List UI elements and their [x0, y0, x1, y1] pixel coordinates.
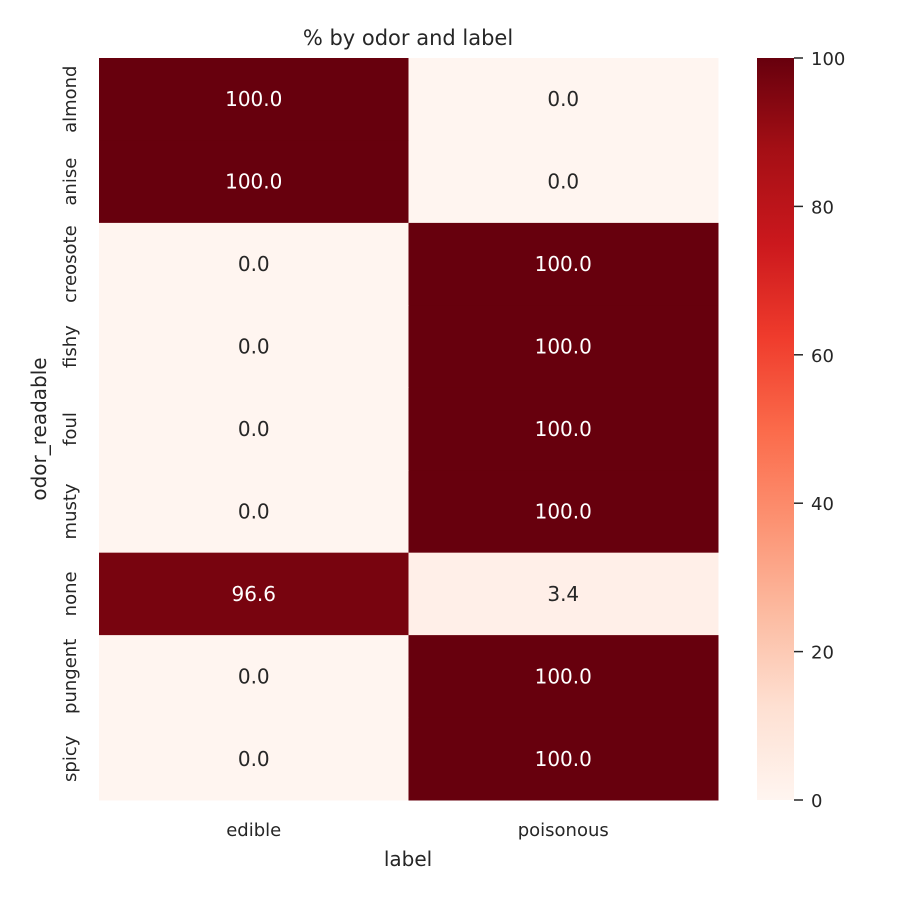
x-axis-ticks: edible poisonous — [226, 820, 609, 841]
heatmap-cell-almond-edible — [99, 58, 409, 141]
colorbar-tick-label: 80 — [811, 197, 834, 218]
heatmap-cell-none-edible — [99, 552, 409, 636]
chart-title: % by odor and label — [303, 26, 513, 50]
colorbar-tick-label: 40 — [811, 494, 834, 515]
y-tick-label-pungent: pungent — [60, 639, 81, 714]
heatmap-cell-fishy-edible — [99, 305, 409, 389]
y-tick-label-foul: foul — [60, 412, 81, 446]
colorbar-ticks: 0 20 40 60 80 100 — [794, 49, 845, 812]
cell-value-label: 100.0 — [535, 747, 592, 771]
colorbar-tick-label: 100 — [811, 49, 845, 70]
cell-value-label: 96.6 — [231, 582, 276, 606]
y-tick-label-none: none — [60, 571, 81, 616]
cell-value-label: 0.0 — [547, 87, 579, 111]
cell-value-label: 100.0 — [225, 170, 282, 194]
cell-value-label: 0.0 — [238, 499, 270, 523]
heatmap-cell-pungent-edible — [99, 635, 409, 719]
heatmap-cell-none-poisonous — [408, 552, 719, 636]
cell-value-label: 100.0 — [225, 87, 282, 111]
y-tick-label-spicy: spicy — [60, 735, 81, 782]
colorbar-tick-label: 60 — [811, 346, 834, 367]
colorbar-gradient — [757, 58, 794, 800]
heatmap-cell-musty-edible — [99, 470, 409, 554]
x-axis-label: label — [384, 847, 432, 871]
colorbar-tick-label: 20 — [811, 643, 834, 664]
cell-value-label: 100.0 — [535, 499, 592, 523]
y-axis-ticks: almond anise creosote fishy foul musty none pun… — [60, 66, 81, 782]
cell-value-label: 100.0 — [535, 252, 592, 276]
colorbar-tick-label: 0 — [811, 791, 822, 812]
heatmap-cell-labels: 100.0 0.0 100.0 0.0 0.0 100.0 0.0 100.0 0.0 100.0… — [225, 87, 592, 771]
heatmap-cell-musty-poisonous — [408, 470, 719, 554]
cell-value-label: 0.0 — [238, 417, 270, 441]
heatmap-cell-creosote-edible — [99, 222, 409, 306]
heatmap-cell-spicy-poisonous — [408, 717, 719, 801]
y-tick-label-musty: musty — [60, 483, 81, 539]
heatmap-cells — [99, 58, 719, 801]
x-tick-label-poisonous: poisonous — [518, 820, 609, 841]
y-tick-label-fishy: fishy — [60, 325, 81, 368]
x-tick-label-edible: edible — [226, 820, 281, 841]
cell-value-label: 0.0 — [238, 252, 270, 276]
heatmap-cell-spicy-edible — [99, 717, 409, 801]
heatmap-cell-anise-edible — [99, 140, 409, 224]
y-tick-label-anise: anise — [60, 158, 81, 206]
cell-value-label: 0.0 — [238, 747, 270, 771]
heatmap-cell-creosote-poisonous — [408, 222, 719, 306]
y-axis-label: odor_readable — [27, 357, 51, 500]
heatmap-cell-foul-poisonous — [408, 387, 719, 471]
cell-value-label: 100.0 — [535, 664, 592, 688]
cell-value-label: 100.0 — [535, 417, 592, 441]
heatmap-cell-anise-poisonous — [408, 140, 719, 224]
cell-value-label: 0.0 — [238, 335, 270, 359]
y-tick-label-almond: almond — [60, 66, 81, 133]
cell-value-label: 100.0 — [535, 335, 592, 359]
heatmap-cell-foul-edible — [99, 387, 409, 471]
heatmap-cell-fishy-poisonous — [408, 305, 719, 389]
cell-value-label: 0.0 — [238, 664, 270, 688]
cell-value-label: 3.4 — [547, 582, 579, 606]
heatmap-cell-pungent-poisonous — [408, 635, 719, 719]
colorbar: 0 20 40 60 80 100 — [757, 49, 845, 812]
y-tick-label-creosote: creosote — [60, 225, 81, 303]
cell-value-label: 0.0 — [547, 170, 579, 194]
heatmap-cell-almond-poisonous — [408, 58, 719, 141]
